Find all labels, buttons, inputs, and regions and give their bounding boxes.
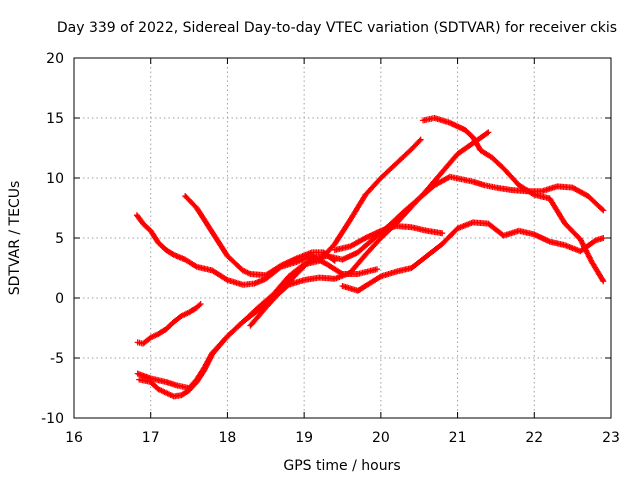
y-tick-label: 15 [46,111,64,127]
x-tick-label: 22 [525,430,543,446]
series-arc-7 [331,223,446,253]
series-line [134,301,204,347]
series-line [339,219,607,294]
x-tick-label: 18 [219,430,237,446]
series-arc-2 [182,193,338,279]
chart-title: Day 339 of 2022, Sidereal Day-to-day VTE… [57,20,617,36]
y-axis-label: SDTVAR / TECUs [7,181,23,296]
series-line [247,173,607,329]
y-tick-label: -5 [50,351,64,367]
series-line [420,115,607,285]
y-tick-label: 20 [46,51,64,67]
y-tick-label: 5 [55,231,64,247]
series-line [182,193,338,279]
series-arc-3 [134,301,204,347]
y-tick-label: 10 [46,171,64,187]
x-tick-label: 16 [65,430,83,446]
y-tick-label: -10 [41,411,64,427]
series-arc-9 [420,115,607,285]
x-tick-label: 21 [449,430,467,446]
x-tick-label: 17 [142,430,160,446]
tick-labels: 16 17 18 19 20 21 22 23 -10 -5 0 5 10 15 20 [41,51,620,446]
series-line [331,223,446,253]
axis-ticks [73,57,612,419]
series-arc-8 [339,219,607,294]
series-layer [133,115,607,400]
x-axis-label: GPS time / hours [283,458,400,474]
series-arc-6 [247,173,607,329]
x-tick-label: 23 [602,430,620,446]
y-tick-label: 0 [55,291,64,307]
x-tick-label: 19 [295,430,313,446]
x-tick-label: 20 [372,430,390,446]
